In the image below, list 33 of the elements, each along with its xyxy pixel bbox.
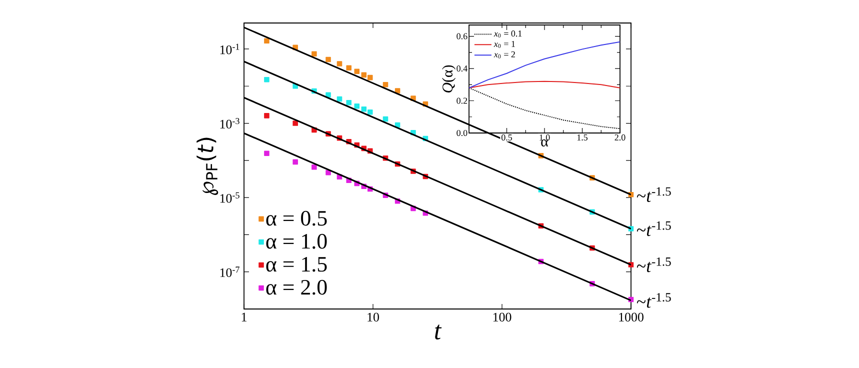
x-tick-label: 0.5 <box>501 134 512 141</box>
legend-label: α = 2.0 <box>266 280 327 295</box>
legend-label: x$_{0}$ = 1 <box>494 40 515 48</box>
y-tick-label: 0.2 <box>456 98 468 104</box>
x-tick-label: 100 <box>493 312 512 322</box>
line-series <box>469 41 620 88</box>
x-tick-label: 1.5 <box>577 134 588 140</box>
legend-label: α = 1.5 <box>266 256 327 272</box>
text: ~t$^{-1.5}$ <box>636 187 671 202</box>
line-series <box>469 80 620 88</box>
legend-label: x$_{0}$ = 2 <box>494 51 515 58</box>
text: ~t$^{-1.5}$ <box>636 257 671 272</box>
x-tick-label: 1.0 <box>540 134 550 141</box>
y-axis-title: Q(α) <box>442 65 456 92</box>
x-tick-label: 1000 <box>619 312 644 322</box>
y-tick-label: 10$^{-1}$ <box>220 44 240 54</box>
y-tick-label: 0.0 <box>456 130 468 136</box>
y-tick-label: 10$^{-5}$ <box>220 192 240 203</box>
x-tick-label: 1 <box>242 312 246 322</box>
legend-label: α = 0.5 <box>266 210 327 226</box>
y-tick-label: 10$^{-3}$ <box>220 118 240 128</box>
x-axis-title: α <box>541 139 548 147</box>
y-tick-label: 0.4 <box>456 65 468 72</box>
text: ~t$^{-1.5}$ <box>636 221 671 236</box>
y-tick-label: 10$^{-7}$ <box>220 266 240 278</box>
x-tick-label: 10 <box>368 312 379 322</box>
x-axis-title: t <box>435 324 442 340</box>
legend-label: x$_{0}$ = 0.1 <box>494 30 522 38</box>
y-tick-label: 0.6 <box>456 33 468 40</box>
x-tick-label: 2.0 <box>614 134 626 141</box>
y-axis-title: ℘$_{PF}$(t) <box>196 138 218 195</box>
legend-label: α = 1.0 <box>266 234 327 249</box>
text: ~t$^{-1.5}$ <box>636 293 671 308</box>
